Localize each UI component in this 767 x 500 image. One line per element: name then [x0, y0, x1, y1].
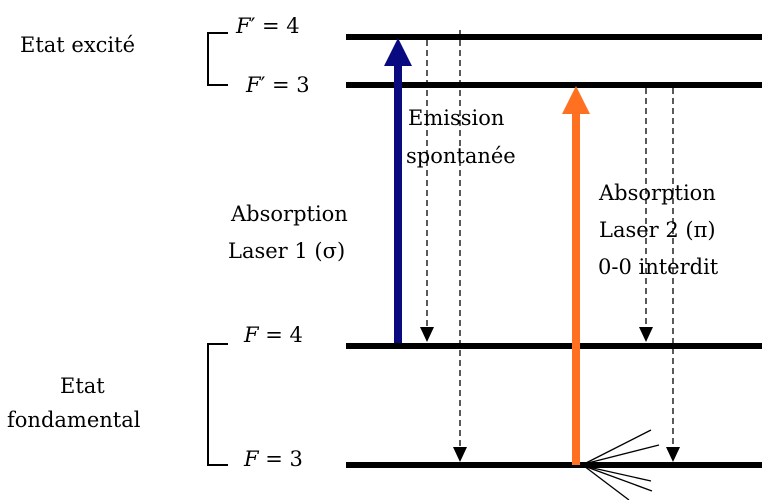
ground-bracket: [207, 343, 228, 466]
laser1-arrow-head: [384, 38, 412, 66]
emission-arrowhead-fprime4-to-f4: [420, 327, 434, 342]
emission-label-line1: Emission: [408, 106, 504, 130]
laser2-label-line1: Absorption: [598, 181, 716, 205]
emission-arrowhead-fprime4-to-f3: [453, 447, 467, 462]
ground-state-label-line2: fondamental: [7, 408, 141, 432]
level-label-f3: F = 3: [243, 447, 303, 471]
excited-bracket: [207, 32, 228, 86]
level-label-fprime4: F′ = 4: [235, 14, 300, 38]
level-label-fprime3: F′ = 3: [245, 73, 310, 97]
emission-label-line2: spontanée: [406, 144, 516, 168]
excited-state-label: Etat excité: [20, 33, 135, 57]
forbidden-transition-fan: [583, 429, 660, 500]
emission-arrowhead-fprime3-to-f4: [639, 327, 653, 342]
laser1-label-line1: Absorption: [230, 202, 348, 226]
laser2-label-line2: Laser 2 (π): [599, 218, 716, 242]
laser1-label-line2: Laser 1 (σ): [228, 239, 345, 263]
emission-arrowhead-fprime3-to-f3: [666, 447, 680, 462]
ground-state-label-line1: Etat: [60, 374, 105, 398]
laser2-label-line3: 0-0 interdit: [598, 255, 719, 279]
level-label-f4: F = 4: [243, 323, 303, 347]
laser2-arrow-head: [562, 86, 590, 114]
